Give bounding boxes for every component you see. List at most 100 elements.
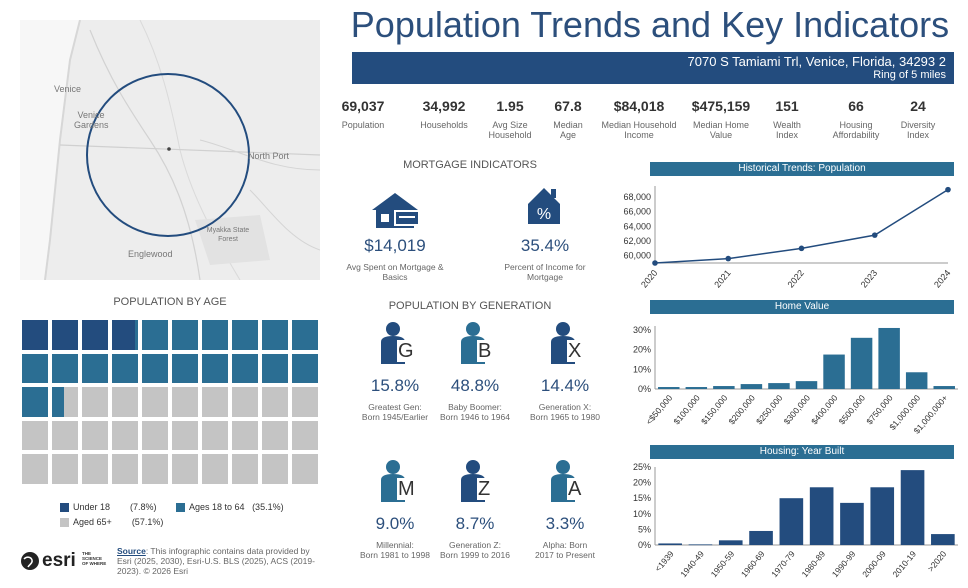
bar bbox=[795, 381, 818, 389]
kpi-median-home-value: $475,159 Median Home Value bbox=[691, 98, 751, 140]
x-tick-label: $250,000 bbox=[754, 393, 785, 427]
generation-label: Millennial: Born 1981 to 1998 bbox=[360, 540, 430, 560]
y-tick-label: 15% bbox=[633, 493, 651, 503]
generation-letter: M bbox=[397, 478, 416, 500]
x-tick-label: $150,000 bbox=[699, 393, 730, 427]
data-point bbox=[798, 245, 805, 252]
x-tick-label: 2024 bbox=[932, 268, 953, 290]
y-tick-label: 5% bbox=[638, 524, 651, 534]
map-label-myakka: Myakka State Forest bbox=[206, 227, 250, 243]
bar bbox=[740, 384, 763, 389]
bar bbox=[713, 386, 735, 389]
waffle-cell bbox=[22, 320, 48, 350]
y-tick-label: 20% bbox=[633, 478, 651, 488]
y-tick-label: 10% bbox=[633, 509, 651, 519]
kpi-median-age: 67.8 Median Age bbox=[553, 98, 583, 140]
y-tick-label: 68,000 bbox=[623, 192, 651, 202]
legend-aged-65-plus: Aged 65+ (57.1%) bbox=[60, 517, 163, 528]
waffle-cell bbox=[292, 454, 318, 484]
y-tick-label: 25% bbox=[633, 462, 651, 472]
map-svg bbox=[20, 20, 320, 280]
x-tick-label: 2021 bbox=[712, 268, 733, 290]
waffle-cell bbox=[172, 454, 198, 484]
x-tick-label: 1990-99 bbox=[830, 549, 858, 580]
bar bbox=[878, 327, 900, 389]
age-waffle-chart bbox=[20, 318, 320, 486]
esri-tagline: THE SCIENCE OF WHERE bbox=[82, 551, 107, 566]
address-text: 7070 S Tamiami Trl, Venice, Florida, 342… bbox=[687, 54, 946, 69]
year-built-chart-title: Housing: Year Built bbox=[650, 445, 954, 459]
source-link[interactable]: Source bbox=[117, 546, 146, 556]
location-map[interactable]: Venice Venice Gardens North Port Myakka … bbox=[20, 20, 320, 280]
waffle-cell bbox=[232, 420, 258, 451]
generation-heading: POPULATION BY GENERATION bbox=[388, 300, 552, 312]
bar bbox=[840, 502, 864, 545]
x-tick-label: $400,000 bbox=[809, 393, 840, 427]
waffle-cell bbox=[112, 320, 138, 350]
waffle-cell bbox=[232, 353, 258, 384]
waffle-cell bbox=[82, 420, 108, 451]
waffle-cell bbox=[82, 320, 108, 350]
bar bbox=[688, 544, 713, 546]
waffle-cell bbox=[292, 353, 318, 384]
data-point bbox=[871, 232, 878, 238]
waffle-cell bbox=[172, 420, 198, 451]
generation-z-icon: Z bbox=[457, 458, 497, 504]
generation-a-icon: A bbox=[547, 458, 587, 504]
x-tick-label: 1960-69 bbox=[739, 549, 767, 580]
generation-g-icon: G bbox=[377, 320, 417, 366]
population-chart-title: Historical Trends: Population bbox=[650, 162, 954, 176]
svg-text:%: % bbox=[537, 206, 551, 223]
waffle-cell bbox=[142, 420, 168, 451]
legend-under-18: Under 18 (7.8%) bbox=[60, 502, 157, 513]
generation-m-icon: M bbox=[377, 458, 417, 504]
x-tick-label: 2010-19 bbox=[890, 549, 918, 580]
waffle-cell bbox=[292, 320, 318, 350]
data-point bbox=[652, 260, 658, 266]
waffle-cell bbox=[142, 320, 168, 350]
population-line-chart: 60,000 62,000 64,000 66,000 68,000 2020 2021 20… bbox=[623, 186, 953, 290]
kpi-households: 34,992 Households bbox=[420, 98, 468, 130]
waffle-cell bbox=[52, 454, 78, 484]
esri-logo[interactable]: esri THE SCIENCE OF WHERE bbox=[20, 549, 110, 573]
generation-x-icon: X bbox=[547, 320, 587, 366]
waffle-cell bbox=[202, 320, 228, 350]
generation-value: 3.3% bbox=[545, 514, 585, 533]
map-label-englewood: Englewood bbox=[128, 249, 173, 259]
kpi-population: 69,037 Population bbox=[341, 98, 385, 130]
generation-value: 8.7% bbox=[455, 514, 495, 533]
kpi-diversity-index: 24 Diversity Index bbox=[900, 98, 936, 140]
x-tick-label: 2023 bbox=[859, 268, 880, 290]
generation-value: 14.4% bbox=[540, 376, 590, 395]
waffle-cell bbox=[292, 420, 318, 451]
generation-label: Greatest Gen: Born 1945/Earlier bbox=[361, 402, 429, 422]
bar bbox=[768, 383, 790, 389]
waffle-cell bbox=[202, 454, 228, 484]
kpi-housing-affordability: 66 Housing Affordability bbox=[832, 98, 880, 140]
address-bar: 7070 S Tamiami Trl, Venice, Florida, 342… bbox=[352, 52, 954, 84]
mortgage-spent-label: Avg Spent on Mortgage & Basics bbox=[346, 262, 444, 282]
generation-letter: A bbox=[567, 478, 583, 500]
map-label-north-port: North Port bbox=[248, 151, 290, 161]
waffle-cell bbox=[232, 387, 258, 417]
waffle-cell bbox=[172, 320, 198, 350]
waffle-cell bbox=[262, 454, 288, 484]
data-point bbox=[945, 186, 951, 193]
x-tick-label: <$50,000 bbox=[644, 393, 675, 427]
generation-value: 9.0% bbox=[375, 514, 415, 533]
generation-value: 48.8% bbox=[450, 376, 500, 395]
x-tick-label: <1939 bbox=[653, 549, 676, 574]
waffle-cell bbox=[52, 320, 78, 350]
x-tick-label: $200,000 bbox=[726, 393, 757, 427]
mortgage-percent-label: Percent of Income for Mortgage bbox=[504, 262, 586, 282]
x-tick-label: 2000-09 bbox=[860, 549, 888, 580]
x-tick-label: 1950-59 bbox=[709, 549, 737, 580]
x-tick-label: $300,000 bbox=[782, 393, 813, 427]
y-tick-label: 20% bbox=[633, 345, 651, 355]
map-label-venice: Venice bbox=[54, 84, 82, 94]
x-tick-label: 2022 bbox=[785, 268, 806, 290]
generation-label: Baby Boomer: Born 1946 to 1964 bbox=[440, 402, 510, 422]
y-tick-label: 62,000 bbox=[623, 236, 651, 246]
waffle-cell bbox=[232, 454, 258, 484]
